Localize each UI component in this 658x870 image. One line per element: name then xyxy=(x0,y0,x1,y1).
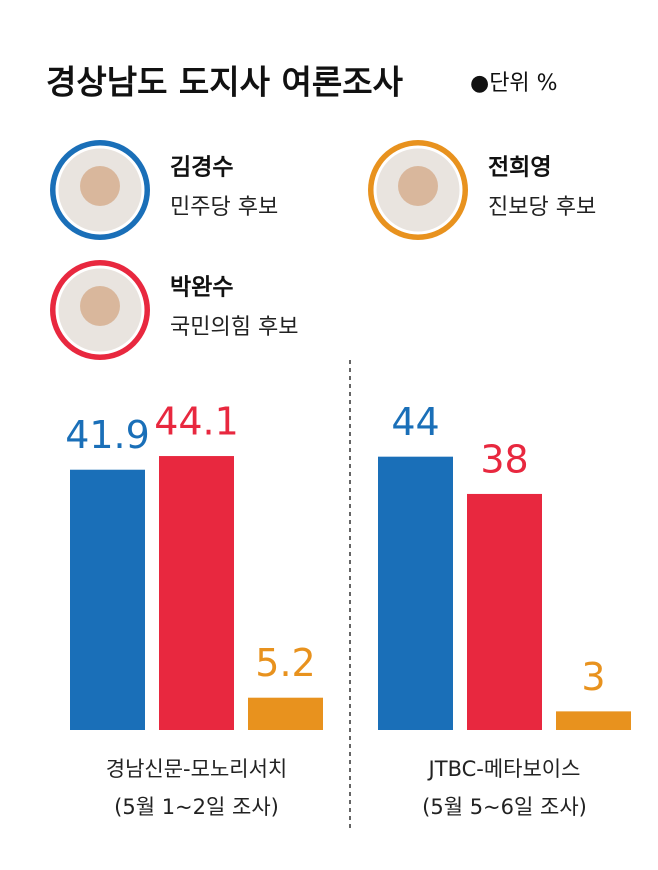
unit: ●단위 % xyxy=(470,71,558,96)
candidate-name: 전희영 xyxy=(488,155,551,181)
value-label: 44 xyxy=(391,400,439,444)
value-label: 5.2 xyxy=(255,641,315,685)
x-label: 경남신문-모노리서치 xyxy=(106,757,287,781)
candidate-name: 김경수 xyxy=(170,155,233,181)
bar xyxy=(556,711,631,730)
photo-face xyxy=(398,166,438,206)
candidate-name: 박완수 xyxy=(170,275,233,301)
x-label: JTBC-메타보이스 xyxy=(427,757,581,781)
bar xyxy=(70,469,145,730)
value-label: 44.1 xyxy=(154,400,239,444)
bar xyxy=(159,456,234,730)
bar xyxy=(378,456,453,730)
x-sublabel: (5월 1~2일 조사) xyxy=(114,795,279,819)
value-label: 38 xyxy=(480,437,528,481)
title: 경상남도 도지사 여론조사 xyxy=(46,63,404,102)
candidate-party: 진보당 후보 xyxy=(488,195,596,220)
candidate-party: 민주당 후보 xyxy=(170,195,278,220)
bar xyxy=(467,493,542,730)
bar xyxy=(248,697,323,730)
photo-face xyxy=(80,286,120,326)
photo-face xyxy=(80,166,120,206)
candidate-party: 국민의힘 후보 xyxy=(170,315,298,340)
x-sublabel: (5월 5~6일 조사) xyxy=(422,795,587,819)
value-label: 41.9 xyxy=(65,413,150,457)
value-label: 3 xyxy=(581,655,605,699)
